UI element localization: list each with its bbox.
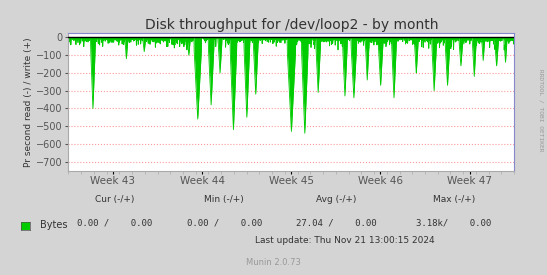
Text: 27.04 /    0.00: 27.04 / 0.00: [296, 219, 377, 227]
Text: Last update: Thu Nov 21 13:00:15 2024: Last update: Thu Nov 21 13:00:15 2024: [255, 236, 434, 245]
Text: Min (-/+): Min (-/+): [205, 195, 244, 204]
Text: RRDTOOL / TOBI OETIKER: RRDTOOL / TOBI OETIKER: [538, 69, 543, 151]
Y-axis label: Pr second read (-) / write (+): Pr second read (-) / write (+): [25, 37, 33, 167]
Text: Bytes: Bytes: [40, 221, 67, 230]
Text: Munin 2.0.73: Munin 2.0.73: [246, 258, 301, 267]
Title: Disk throughput for /dev/loop2 - by month: Disk throughput for /dev/loop2 - by mont…: [144, 18, 438, 32]
Text: 0.00 /    0.00: 0.00 / 0.00: [187, 219, 262, 227]
Text: Max (-/+): Max (-/+): [433, 195, 475, 204]
Text: Cur (-/+): Cur (-/+): [95, 195, 135, 204]
Text: 0.00 /    0.00: 0.00 / 0.00: [77, 219, 153, 227]
Text: Avg (-/+): Avg (-/+): [316, 195, 357, 204]
Text: 3.18k/    0.00: 3.18k/ 0.00: [416, 219, 492, 227]
